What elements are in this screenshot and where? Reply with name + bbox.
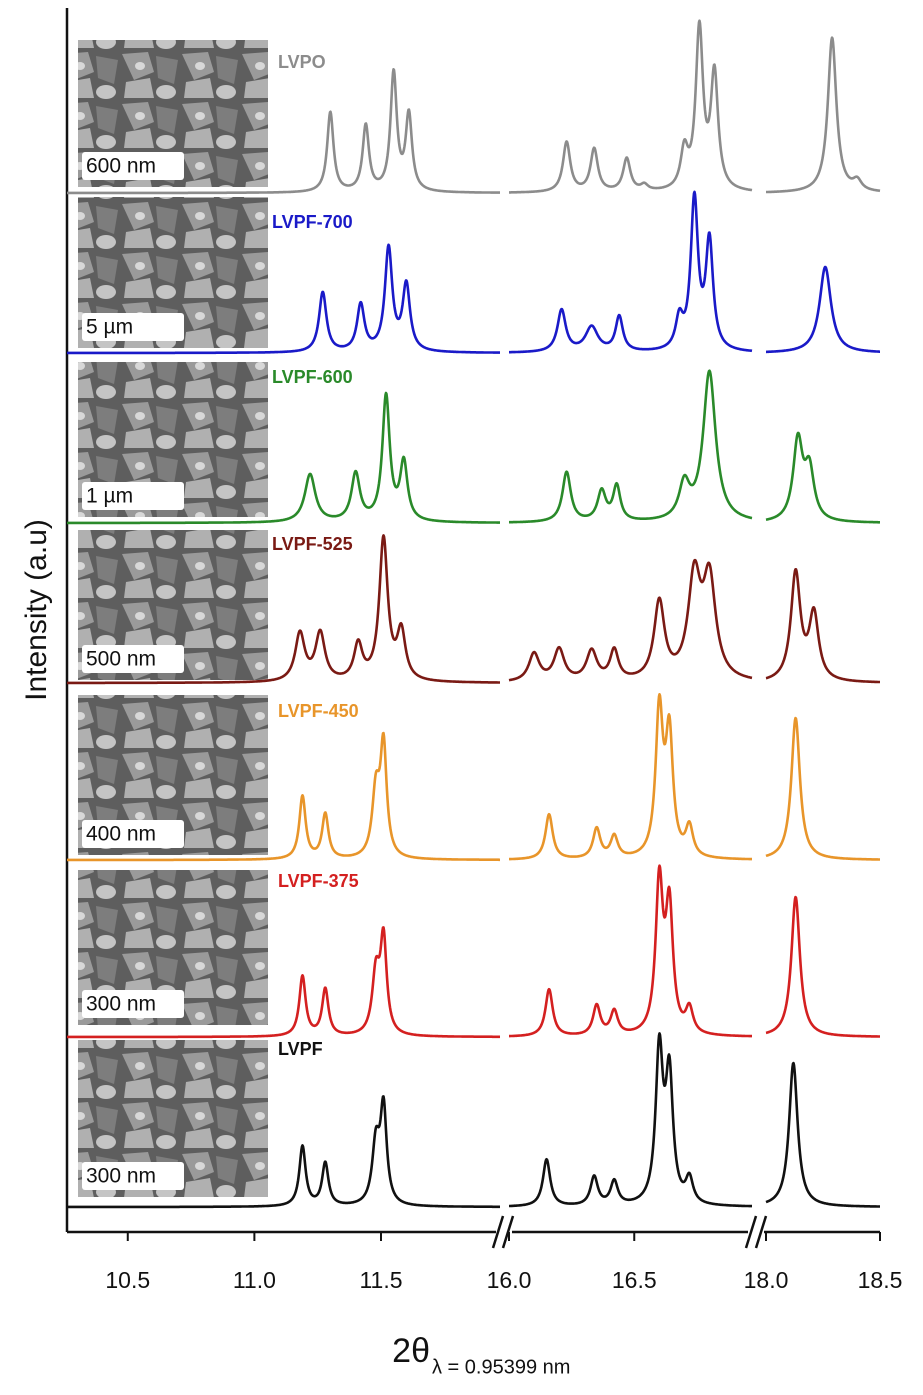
series-line [508,19,753,194]
scale-bar-box [82,313,184,341]
scale-bar-box [82,482,184,510]
series-line [765,265,881,354]
x-tick-label: 16.0 [487,1267,532,1293]
scale-bar-box [82,820,184,848]
series-line [765,895,881,1038]
series-label: LVPF-450 [278,701,359,721]
scale-bar-label: 1 µm [86,485,133,508]
series-line [765,36,881,194]
x-axis-label-subscript: λ = 0.95399 nm [432,1356,570,1378]
x-tick-label: 16.5 [612,1267,657,1293]
x-tick-label: 18.0 [744,1267,789,1293]
series-line [508,558,753,682]
series-line [765,1061,881,1208]
scale-bar-label: 5 µm [86,316,133,339]
series-line [66,926,501,1039]
scale-bar-box [82,990,184,1018]
series-line [765,568,881,684]
series-line [765,716,881,861]
x-tick-label: 10.5 [105,1267,150,1293]
series-label: LVPF-375 [278,871,359,891]
scale-bar-box [82,152,184,180]
scale-bar-label: 300 nm [86,993,156,1016]
series-line [66,391,501,525]
x-tick-label: 11.0 [233,1267,276,1293]
series-label: LVPF-600 [272,367,353,387]
scale-bar-label: 300 nm [86,1165,156,1188]
scale-bar-label: 400 nm [86,823,156,846]
series-line [508,190,753,354]
series-line [66,68,501,195]
series-line [66,731,501,862]
series-label: LVPF-525 [272,534,353,554]
scale-bar-box [82,645,184,673]
x-axis-label: 2θ [392,1332,430,1370]
series-line [66,534,501,685]
series-line [508,864,753,1038]
series-line [66,1095,501,1209]
series-label: LVPF-700 [272,212,353,232]
scale-bar-label: 600 nm [86,155,156,178]
x-tick-label: 18.5 [858,1267,903,1293]
series-label: LVPF [278,1039,323,1059]
series-line [66,243,501,355]
scale-bar-box [82,1162,184,1190]
series-line [508,693,753,861]
series-line [508,1032,753,1208]
series-label: LVPO [278,52,326,72]
scale-bar-label: 500 nm [86,648,156,671]
series-line [508,369,753,524]
series-line [765,431,881,524]
y-axis-label: Intensity (a.u) [20,519,53,701]
x-tick-label: 11.5 [359,1267,402,1293]
